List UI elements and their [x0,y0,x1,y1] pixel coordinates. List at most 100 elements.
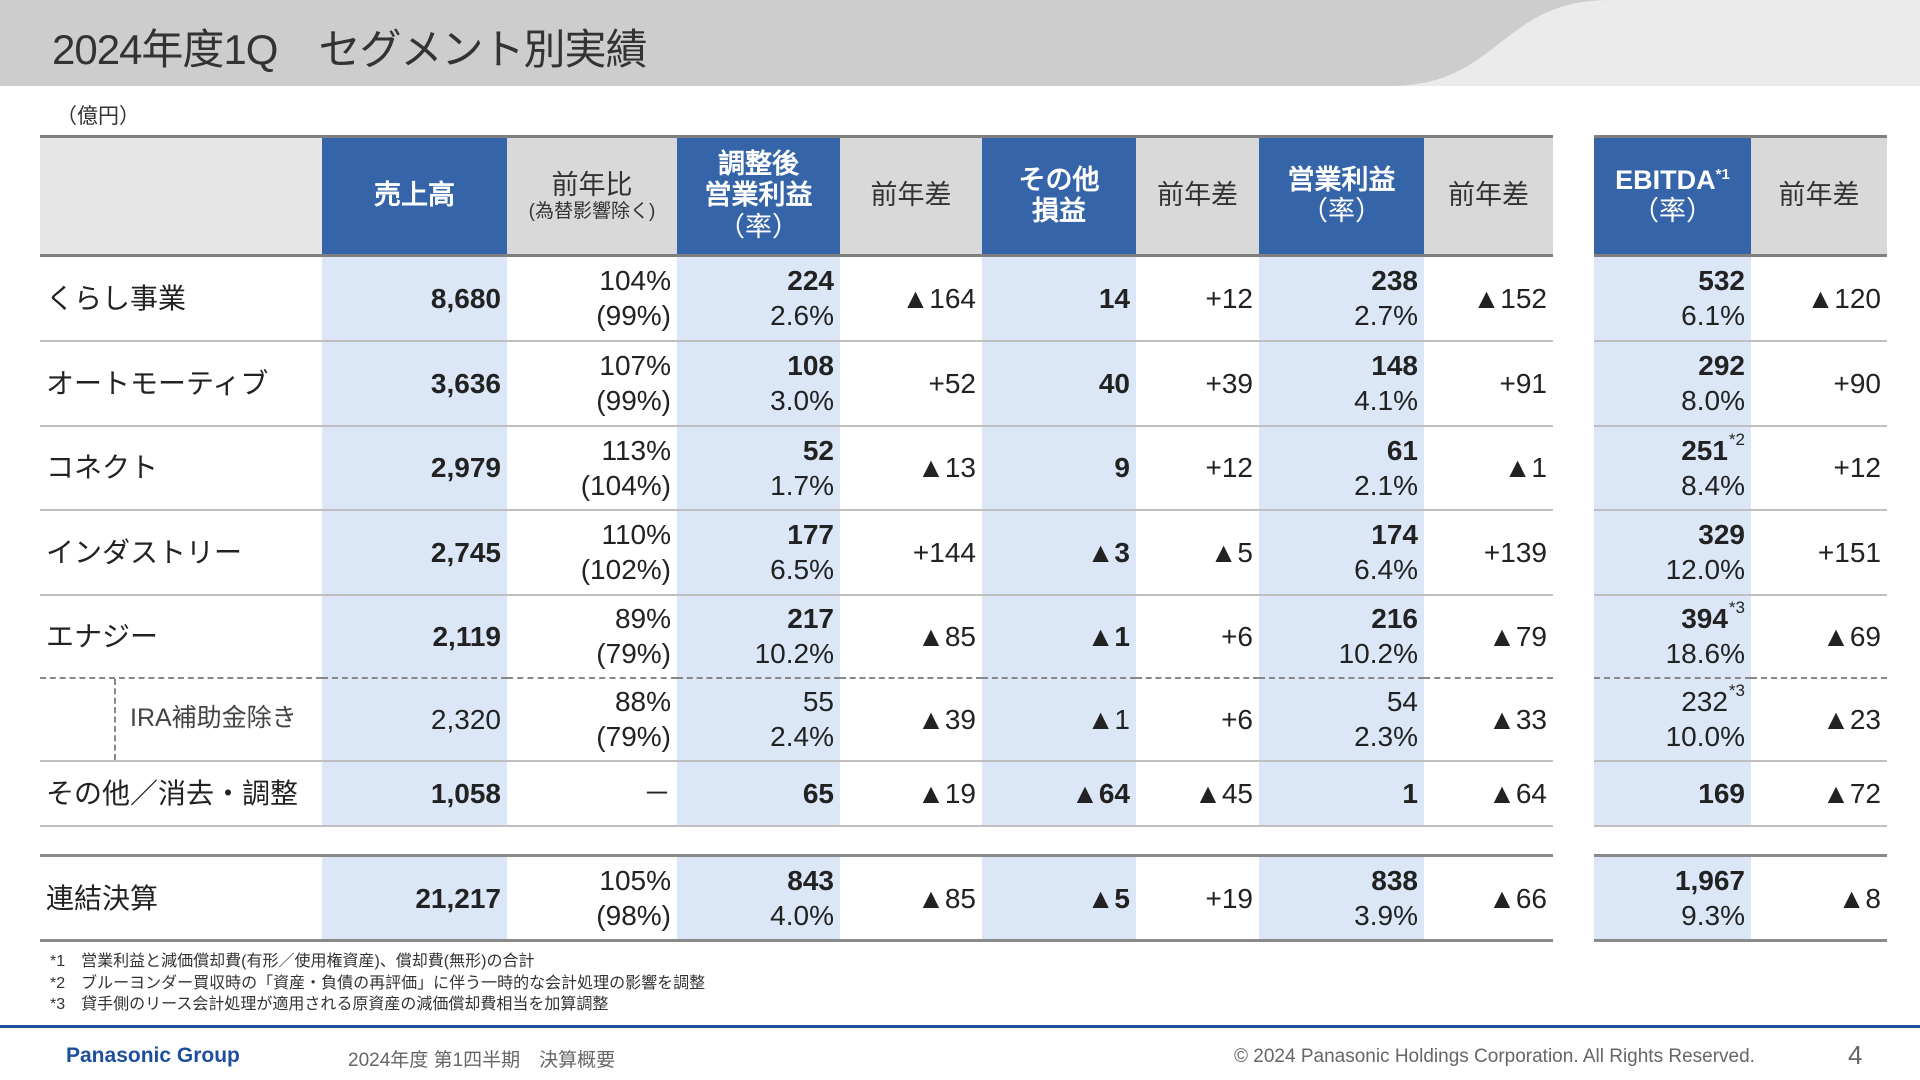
cell-rate: 10.2% [754,638,834,669]
spacer-cell [1594,825,1751,856]
cell-value: +12 [1833,452,1882,483]
table-cell: ▲152 [1424,256,1553,341]
cell-rate: 2.1% [1354,469,1418,501]
ebitda-cell: 329 12.0% [1594,509,1751,595]
header-diff: 前年差 [1751,136,1887,256]
cell-value: 105% [599,865,671,896]
cell-value: 40 [1098,367,1130,399]
table-row: 232*3 10.0% ▲23 [1594,677,1887,761]
footnotes: *1 営業利益と減価償却費(有形／使用権資産)、償却費(無形)の合計 *2 ブル… [50,951,705,1016]
header-sales: 売上高 [322,136,507,256]
cell-value: 169 [1698,777,1745,809]
table-row: 394*3 18.6% ▲69 [1594,594,1887,678]
table-row: オートモーティブ 3,636 107% (99%) 108 3.0% +52 40 +39 148… [40,340,1553,426]
cell-value: 532 [1698,265,1745,297]
cell-value: 148 [1371,350,1418,381]
cell-rate: 8.0% [1681,385,1745,416]
table-row: 連結決算 21,217 105% (98%) 843 4.0% ▲85 ▲5 +19 838 3.9… [40,855,1553,941]
table-cell: +39 [1136,341,1259,426]
table-row: 329 12.0% +151 [1594,509,1887,595]
cell-rate: (99%) [596,385,671,416]
spacer-cell [982,825,1136,856]
title-bar-swoosh [1390,0,1920,86]
row-label: コネクト [46,452,159,483]
cell-value: 55 [802,686,834,717]
h1: 調整後 [718,149,799,180]
cell-value: 216 [1371,603,1418,634]
page-number: 4 [1848,1040,1863,1070]
cell-value: － [642,777,671,809]
cell-value: ▲3 [1086,536,1130,568]
table-row: インダストリー 2,745 110% (102%) 177 6.5% +144 ▲3 ▲5 174… [40,509,1553,595]
cell-rate: 2.3% [1354,721,1418,752]
h4: その他 [1018,164,1100,195]
table-cell: +12 [1136,426,1259,510]
cell-value: 3,636 [430,367,501,399]
cell-value: 838 [1371,865,1418,896]
table-cell: 238 2.7% [1259,255,1424,341]
cell-value: 108 [787,350,834,381]
table-cell: ▲79 [1424,595,1553,678]
ebitda-cell: 251*2 8.4% [1594,425,1751,510]
table-cell: 65 [677,760,840,826]
table-cell: 2,745 [322,509,507,595]
table-cell: +139 [1424,510,1553,595]
table-cell: +6 [1136,678,1259,761]
header-diff: 前年差 [840,136,982,256]
cell-rate: (79%) [596,721,671,752]
segment-table: 売上高 前年比 (為替影響除く) 調整後 営業利益 （率） 前年差 その他 損益 前年差… [40,135,1553,942]
cell-value: ▲33 [1488,703,1547,735]
spacer-row [1594,825,1887,856]
table-row: コネクト 2,979 113% (104%) 52 1.7% ▲13 9 +12 61 2.1% ▲1 [40,425,1553,510]
row-label: その他／消去・調整 [46,777,299,809]
header-ebitda: EBITDA*1 （率） [1594,136,1751,256]
table-cell: ▲39 [840,678,982,761]
cell-value: 292 [1698,350,1745,381]
table-cell: ▲3 [982,509,1136,595]
footnote-ref: *2 [1728,429,1745,449]
cell-value: 88% [614,686,671,717]
cell-value: +6 [1221,620,1253,652]
table-cell: +19 [1136,856,1259,941]
table-row: エナジー 2,119 89% (79%) 217 10.2% ▲85 ▲1 +6 216 10.2%… [40,594,1553,678]
table-cell: 224 2.6% [677,255,840,341]
ebitda-cell: ▲23 [1751,678,1887,761]
table-cell: － [507,761,677,826]
cell-rate: 6.5% [770,554,834,585]
cell-value: +91 [1499,367,1548,399]
cell-value: ▲120 [1806,282,1881,314]
cell-value: 224 [787,265,834,297]
cell-value: 89% [614,603,671,634]
table-cell: ▲1 [982,677,1136,761]
table-cell: ▲164 [840,256,982,341]
ebitda-cell: +12 [1751,426,1887,510]
cell-rate: 2.7% [1354,300,1418,332]
header-segment [40,136,322,256]
table-cell: 108 3.0% [677,340,840,426]
table-cell: 14 [982,255,1136,341]
cell-value: ▲66 [1488,882,1547,914]
table-cell: 843 4.0% [677,855,840,941]
table-cell: ▲5 [1136,510,1259,595]
cell-rate: 10.2% [1338,638,1418,669]
cell-value: 217 [787,603,834,634]
cell-value: 9 [1114,452,1130,483]
table-cell: 8,680 [322,255,507,341]
cell-rate: 12.0% [1665,554,1745,585]
table-cell: ▲5 [982,855,1136,941]
cell-value: ▲1 [1086,620,1130,652]
header-yoy-sub: (為替影響除く) [528,200,656,222]
cell-value: 1,058 [430,777,501,809]
ebitda-cell: +151 [1751,510,1887,595]
cell-value: ▲69 [1822,620,1881,652]
cell-value: 843 [787,865,834,896]
cell-value: 21,217 [415,882,501,914]
cell-value: 54 [1386,686,1418,717]
table-cell: ▲1 [982,594,1136,678]
cell-rate: 2.4% [770,721,834,752]
table-cell: 2,320 [322,677,507,761]
cell-value: 104% [599,265,671,297]
title-bar: 2024年度1Q セグメント別実績 [0,0,1920,86]
cell-value: +52 [928,367,977,399]
table-cell: ▲45 [1136,761,1259,826]
